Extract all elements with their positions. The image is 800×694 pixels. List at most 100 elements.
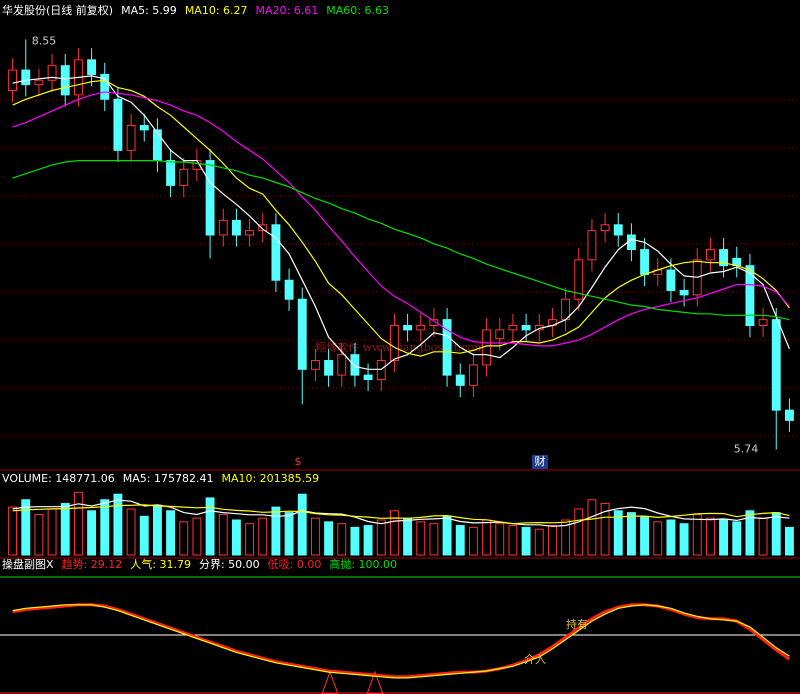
volume-bar <box>245 523 255 556</box>
candle-body <box>87 59 97 75</box>
volume-bar <box>705 517 715 556</box>
volume-bar <box>495 523 505 556</box>
volume-bar <box>692 513 702 556</box>
volume-bar <box>218 513 228 556</box>
candle-body <box>113 98 123 151</box>
candle-body <box>126 125 136 151</box>
buy-marker <box>366 670 384 694</box>
candle-body <box>376 360 386 381</box>
volume-bar <box>21 499 31 556</box>
annotation: 持有 <box>566 617 588 631</box>
volume-bar <box>310 517 320 556</box>
volume-bar <box>350 526 360 556</box>
legend-entry: 分界: 50.00 <box>199 558 260 571</box>
candle-body <box>455 374 465 386</box>
volume-bar <box>205 497 215 556</box>
candle-body <box>758 319 768 326</box>
ma-line <box>12 79 790 357</box>
legend-entry: 低吸: 0.00 <box>268 558 322 571</box>
candle-body <box>679 289 689 296</box>
candle-body <box>640 249 650 275</box>
volume-bar <box>87 510 97 556</box>
annotation: 介入 <box>524 653 546 666</box>
candle-body <box>416 324 426 331</box>
candle-body <box>179 168 189 186</box>
candle-body <box>34 79 44 86</box>
event-box <box>532 455 548 469</box>
candle-body <box>587 230 597 261</box>
candle-body <box>284 279 294 300</box>
candle-body <box>139 125 149 131</box>
legend-entry: 操盘副图X <box>2 557 54 571</box>
volume-bar <box>547 525 557 556</box>
volume-bar <box>403 517 413 556</box>
buy-marker <box>321 670 339 694</box>
candle-body <box>337 354 347 376</box>
candle-body <box>231 219 241 236</box>
candle-body <box>771 319 781 411</box>
volume-bar <box>139 515 149 556</box>
event-marker: 财 <box>535 454 546 468</box>
volume-bar <box>666 519 676 556</box>
volume-bar <box>626 512 636 556</box>
legend-entry: 高抛: 100.00 <box>329 557 397 571</box>
candle-body <box>152 129 162 162</box>
volume-bar <box>152 504 162 556</box>
min-label: 5.74 <box>734 443 759 456</box>
candle-body <box>521 324 531 331</box>
volume-bar <box>719 519 729 556</box>
legend-entry: 人气: 31.79 <box>130 557 191 571</box>
ma-line <box>12 160 790 321</box>
volume-bar <box>337 523 347 556</box>
volume-bar <box>613 510 623 556</box>
candle-body <box>166 160 176 186</box>
volume-bar <box>732 521 742 556</box>
volume-bar <box>442 515 452 556</box>
volume-bar <box>8 506 18 556</box>
candle-body <box>271 224 281 281</box>
volume-bar <box>271 506 281 556</box>
candle-body <box>745 265 755 326</box>
volume-bar <box>297 493 307 556</box>
volume-bar <box>126 508 136 556</box>
volume-bar <box>231 519 241 556</box>
volume-bar <box>113 493 123 556</box>
legend-entry: 华发股份(日线 前复权) <box>2 3 113 17</box>
legend-entry: MA60: 6.63 <box>326 4 389 17</box>
candle-body <box>47 65 57 81</box>
candle-body <box>784 409 794 421</box>
volume-bar <box>376 519 386 556</box>
volume-bar <box>482 519 492 556</box>
volume-bar <box>73 491 83 556</box>
candle-body <box>495 329 505 340</box>
volume-bar <box>574 508 584 556</box>
volume-bar <box>745 510 755 556</box>
candle-body <box>574 259 584 300</box>
volume-bar <box>258 517 268 556</box>
max-label: 8.55 <box>32 34 57 47</box>
volume-bar <box>192 517 202 556</box>
candle-body <box>324 360 334 376</box>
candle-body <box>60 65 70 96</box>
volume-bar <box>284 512 294 556</box>
indicator-line <box>12 604 790 679</box>
volume-bar <box>429 523 439 556</box>
candle-body <box>363 374 373 381</box>
volume-bar <box>455 525 465 556</box>
volume-bar <box>561 519 571 556</box>
volume-bar <box>363 525 373 556</box>
volume-bar <box>653 521 663 556</box>
candle-body <box>389 324 399 362</box>
volume-bar <box>389 510 399 556</box>
legend-entry: MA20: 6.61 <box>256 4 319 17</box>
volume-bar <box>758 517 768 556</box>
legend-entry: MA10: 201385.59 <box>221 472 319 485</box>
candle-body <box>8 69 18 91</box>
volume-bar <box>100 499 110 556</box>
candle-body <box>100 73 110 100</box>
volume-bar <box>771 512 781 556</box>
ma-line <box>12 75 790 370</box>
legend-entry: VOLUME: 148771.06 <box>2 472 115 485</box>
ma-line <box>12 91 790 347</box>
